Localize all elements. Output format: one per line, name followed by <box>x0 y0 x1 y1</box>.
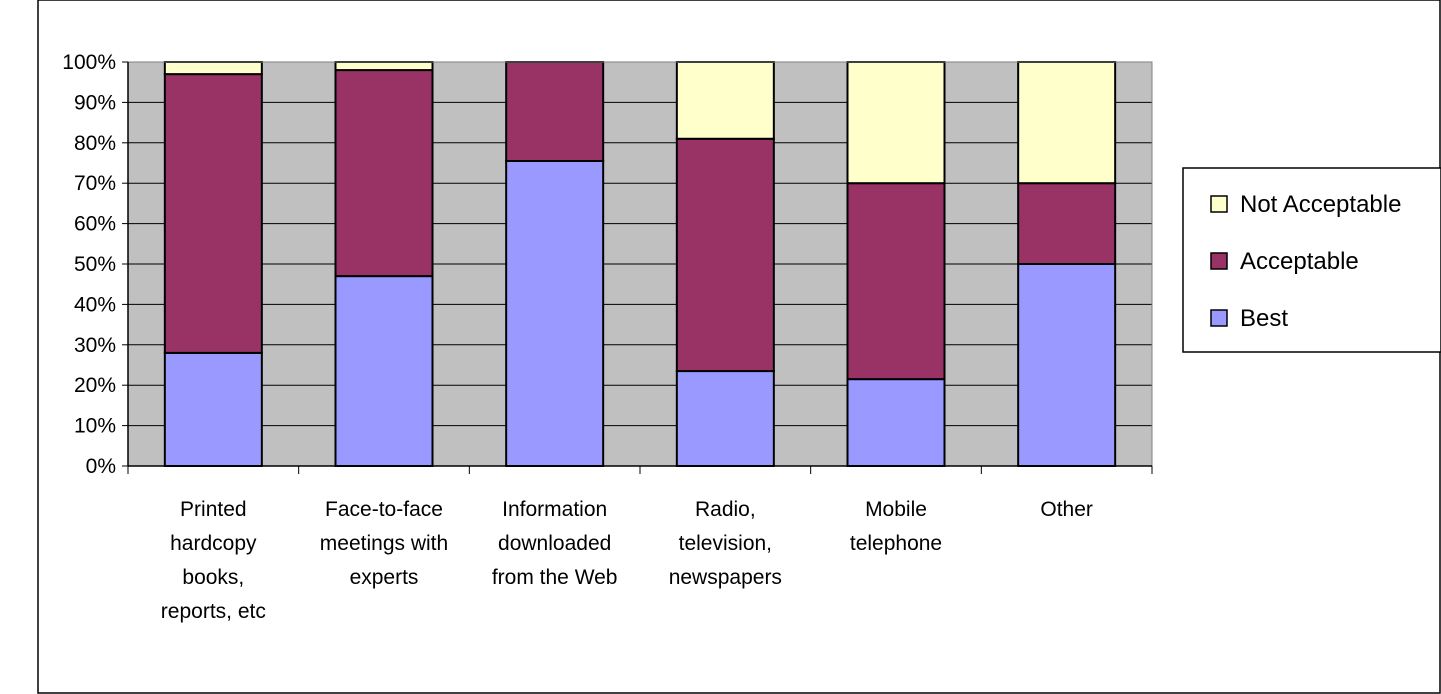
x-tick-label: Other <box>1040 498 1093 521</box>
y-tick-label: 90% <box>74 91 116 114</box>
x-tick-label-line: television, <box>679 532 772 555</box>
x-tick-label-line: Information <box>502 498 607 521</box>
y-tick-label: 100% <box>62 51 116 74</box>
x-tick-label: Face-to-face meetings with experts <box>320 498 448 589</box>
bar-not-acceptable-1 <box>334 61 434 72</box>
legend-swatch <box>1210 309 1228 327</box>
x-tick-label-line: telephone <box>850 532 942 555</box>
bar-not-acceptable-3 <box>675 61 775 140</box>
y-tick-label: 60% <box>74 213 116 236</box>
y-tick-label: 30% <box>74 334 116 357</box>
legend-label: Best <box>1240 305 1288 332</box>
legend: Not Acceptable Acceptable Best <box>1182 167 1441 353</box>
plot-area <box>127 61 1153 468</box>
legend-label: Not Acceptable <box>1240 191 1401 218</box>
bar-best-4 <box>846 378 946 468</box>
bar-best-1 <box>334 275 434 467</box>
x-tick-label-line: Other <box>1040 498 1093 521</box>
bar-acceptable-3 <box>675 137 775 373</box>
x-tick-label-line: downloaded <box>498 532 611 555</box>
bar-best-0 <box>163 351 263 468</box>
x-tick-label-line: experts <box>350 566 419 589</box>
y-tick-label: 40% <box>74 293 116 316</box>
bar-not-acceptable-4 <box>846 61 946 185</box>
x-tick-label-line: Printed <box>180 498 247 521</box>
x-tick-label: Information downloaded from the Web <box>492 498 618 589</box>
bar-acceptable-1 <box>334 69 434 278</box>
y-tick-label: 50% <box>74 253 116 276</box>
bar-acceptable-0 <box>163 73 263 354</box>
legend-label: Acceptable <box>1240 248 1359 275</box>
bar-acceptable-2 <box>505 61 605 162</box>
x-axis: Printed hardcopy books, reports, etc Face-to… <box>127 465 1153 623</box>
y-tick-label: 70% <box>74 172 116 195</box>
x-tick-label-line: Radio, <box>695 498 756 521</box>
x-tick-label-line: meetings with <box>320 532 448 555</box>
y-tick-label: 80% <box>74 132 116 155</box>
x-tick-label-line: hardcopy <box>170 532 257 555</box>
x-tick-label-line: Mobile <box>865 498 927 521</box>
bar-acceptable-5 <box>1017 182 1117 265</box>
y-tick-label: 20% <box>74 374 116 397</box>
bar-not-acceptable-5 <box>1017 61 1117 185</box>
x-tick-label: Radio, television, newspapers <box>669 498 782 589</box>
x-tick-label-line: newspapers <box>669 566 782 589</box>
x-tick-label-line: reports, etc <box>161 600 266 623</box>
legend-swatch <box>1210 195 1228 213</box>
x-tick-label: Printed hardcopy books, reports, etc <box>161 498 266 623</box>
bar-best-5 <box>1017 263 1117 467</box>
x-tick-label-line: from the Web <box>492 566 618 589</box>
legend-swatch <box>1210 252 1228 270</box>
x-tick-label-line: Face-to-face <box>325 498 443 521</box>
x-tick-label-line: books, <box>182 566 244 589</box>
bar-acceptable-4 <box>846 182 946 381</box>
y-axis: 0% 10% 20% 30% 40% 50% 60% 70% 80% 90% 100% <box>62 51 129 478</box>
bar-not-acceptable-0 <box>163 61 263 76</box>
bar-best-2 <box>505 159 605 467</box>
y-tick-label: 10% <box>74 415 116 438</box>
bar-best-3 <box>675 370 775 467</box>
y-tick-label: 0% <box>86 455 116 478</box>
x-tick-label: Mobile telephone <box>850 498 942 555</box>
